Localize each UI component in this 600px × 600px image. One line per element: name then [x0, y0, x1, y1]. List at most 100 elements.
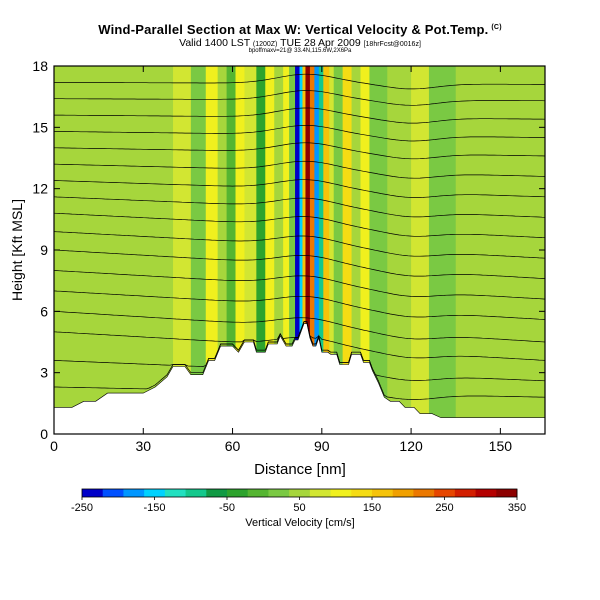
- shading-column: [342, 66, 352, 434]
- isentrope-line: [54, 196, 545, 218]
- isentrope-line: [54, 270, 545, 300]
- isentrope-line: [54, 212, 545, 239]
- shading-column: [190, 66, 207, 434]
- colorbar-tick-label: -150: [143, 502, 165, 514]
- isentrope-line: [54, 310, 545, 343]
- colorbar-tick-label: 250: [435, 502, 453, 514]
- shading-column: [265, 66, 275, 434]
- y-tick-label: 0: [40, 426, 48, 442]
- colorbar-swatch: [289, 489, 311, 497]
- isentrope-line: [54, 321, 545, 361]
- shading-column: [217, 66, 227, 434]
- valid-forecast: [18hrFcst@0016z]: [363, 41, 421, 48]
- shading-column: [318, 66, 324, 434]
- valid-date: TUE 28 Apr 2009: [280, 37, 361, 49]
- colorbar-swatch: [496, 489, 518, 497]
- colorbar-swatch: [454, 489, 476, 497]
- shading-column: [411, 66, 430, 434]
- y-tick-label: 18: [32, 58, 48, 74]
- isentrope-line: [54, 179, 545, 198]
- colorbar-tick-label: 350: [508, 502, 526, 514]
- shading-column: [226, 66, 236, 434]
- shading-column: [333, 66, 343, 434]
- shading-column: [305, 66, 311, 434]
- colorbar-swatch: [144, 489, 166, 497]
- valid-main: Valid 1400 LST: [179, 37, 250, 49]
- colorbar-swatch: [206, 489, 228, 497]
- isentrope-line: [54, 107, 545, 124]
- colorbar-swatch: [392, 489, 414, 497]
- colorbar-swatch: [475, 489, 497, 497]
- isentrope-line: [54, 290, 545, 320]
- valid-time: Valid 1400 LST (1200Z) TUE 28 Apr 2009 […: [0, 37, 600, 49]
- shading-column: [369, 66, 388, 434]
- x-tick-label: 60: [225, 438, 241, 454]
- colorbar: -250 -150 -50 50 150 250 350: [71, 488, 526, 514]
- shading-column: [360, 66, 370, 434]
- y-axis: 0 3 6 9 12 15 18: [32, 58, 545, 442]
- location-line: bpoffmaxv=21@ 33.4N,115.6W,2X6Pa: [248, 48, 352, 54]
- y-tick-label: 9: [40, 242, 48, 258]
- y-axis-label: Height [Kft MSL]: [9, 199, 25, 301]
- colorbar-swatch: [82, 489, 104, 497]
- x-axis-label: Distance [nm]: [254, 461, 346, 478]
- colorbar-swatch: [102, 489, 124, 497]
- chart-title: Wind-Parallel Section at Max W: Vertical…: [98, 22, 502, 37]
- shading-column: [314, 66, 320, 434]
- title-mark: (C): [491, 23, 502, 31]
- colorbar-swatch: [413, 489, 435, 497]
- shading-column: [295, 66, 300, 434]
- x-tick-label: 150: [489, 438, 513, 454]
- x-axis: 0 30 60 90 120 150: [50, 66, 512, 454]
- shading-column: [205, 66, 218, 434]
- colorbar-label: Vertical Velocity [cm/s]: [245, 517, 355, 529]
- isentrope-line: [54, 73, 545, 90]
- colorbar-tick-label: -50: [219, 502, 235, 514]
- colorbar-swatch: [123, 489, 145, 497]
- colorbar-tick-label: 50: [293, 502, 305, 514]
- valid-utc: (1200Z): [252, 41, 278, 48]
- shading-column: [387, 66, 412, 434]
- shading-column: [54, 66, 144, 434]
- colorbar-tick-label: -250: [71, 502, 93, 514]
- isentrope-line: [54, 231, 545, 259]
- x-tick-label: 30: [135, 438, 151, 454]
- y-tick-label: 12: [32, 181, 48, 197]
- shading-column: [485, 66, 545, 434]
- shading-column: [309, 66, 315, 434]
- shading-column: [289, 66, 296, 434]
- colorbar-tick-label: 150: [363, 502, 381, 514]
- colorbar-swatch: [164, 489, 186, 497]
- terrain: [53, 323, 546, 435]
- shading-column: [235, 66, 245, 434]
- isentrope-line: [54, 90, 545, 106]
- shading-column: [351, 66, 361, 434]
- colorbar-swatch: [227, 489, 249, 497]
- isentrope-line: [54, 125, 545, 142]
- shading-column: [323, 66, 330, 434]
- colorbar-swatch: [268, 489, 290, 497]
- x-tick-label: 120: [399, 438, 423, 454]
- colorbar-swatch: [434, 489, 456, 497]
- shading-column: [256, 66, 266, 434]
- potential-temperature-contours: [54, 73, 545, 400]
- isentrope-line: [54, 142, 545, 160]
- colorbar-swatch: [372, 489, 394, 497]
- colorbar-swatch: [185, 489, 207, 497]
- colorbar-swatch: [309, 489, 331, 497]
- shading-column: [299, 66, 303, 434]
- isentrope-line: [54, 249, 545, 279]
- isentrope-line: [54, 160, 545, 179]
- shading-column: [428, 66, 457, 434]
- y-tick-label: 15: [32, 119, 48, 135]
- shading-column: [329, 66, 335, 434]
- colorbar-swatch: [351, 489, 373, 497]
- x-tick-label: 90: [314, 438, 330, 454]
- shading-column: [173, 66, 192, 434]
- shading-column: [274, 66, 284, 434]
- shading-column: [283, 66, 290, 434]
- colorbar-swatch: [247, 489, 269, 497]
- colorbar-swatch: [330, 489, 352, 497]
- shading-column: [455, 66, 486, 434]
